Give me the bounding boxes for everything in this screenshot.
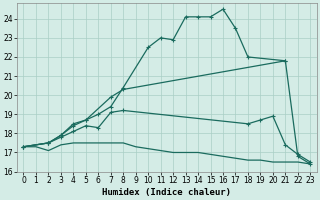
X-axis label: Humidex (Indice chaleur): Humidex (Indice chaleur) <box>102 188 231 197</box>
